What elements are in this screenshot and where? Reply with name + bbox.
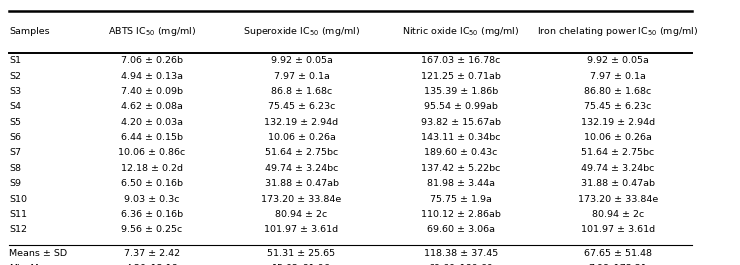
Text: 110.12 ± 2.86ab: 110.12 ± 2.86ab <box>421 210 500 219</box>
Text: 31.88 ± 0.47ab: 31.88 ± 0.47ab <box>265 179 338 188</box>
Text: 10.06 ± 0.26a: 10.06 ± 0.26a <box>584 133 652 142</box>
Text: 86.8 ± 1.68c: 86.8 ± 1.68c <box>271 87 332 96</box>
Text: 10.06 ± 0.86c: 10.06 ± 0.86c <box>118 148 185 157</box>
Text: 9.56 ± 0.25c: 9.56 ± 0.25c <box>121 225 182 234</box>
Text: Min–Max: Min–Max <box>9 264 50 265</box>
Text: Means ± SD: Means ± SD <box>9 249 67 258</box>
Text: 173.20 ± 33.84e: 173.20 ± 33.84e <box>578 195 658 204</box>
Text: 75.45 ± 6.23c: 75.45 ± 6.23c <box>268 102 335 111</box>
Text: S6: S6 <box>9 133 21 142</box>
Text: 69.60–189.60: 69.60–189.60 <box>428 264 493 265</box>
Text: S4: S4 <box>9 102 21 111</box>
Text: S2: S2 <box>9 72 21 81</box>
Text: S3: S3 <box>9 87 21 96</box>
Text: 118.38 ± 37.45: 118.38 ± 37.45 <box>423 249 498 258</box>
Text: 93.82 ± 15.67ab: 93.82 ± 15.67ab <box>420 118 501 127</box>
Text: S1: S1 <box>9 56 21 65</box>
Text: 51.64 ± 2.75bc: 51.64 ± 2.75bc <box>582 148 654 157</box>
Text: 137.42 ± 5.22bc: 137.42 ± 5.22bc <box>421 164 500 173</box>
Text: 132.19 ± 2.94d: 132.19 ± 2.94d <box>264 118 339 127</box>
Text: 75.45 ± 6.23c: 75.45 ± 6.23c <box>584 102 652 111</box>
Text: 67.65 ± 51.48: 67.65 ± 51.48 <box>584 249 652 258</box>
Text: 9.03 ± 0.3c: 9.03 ± 0.3c <box>124 195 180 204</box>
Text: 9.92 ± 0.05a: 9.92 ± 0.05a <box>271 56 332 65</box>
Text: 7.97 ± 0.1a: 7.97 ± 0.1a <box>590 72 646 81</box>
Text: 132.19 ± 2.94d: 132.19 ± 2.94d <box>581 118 655 127</box>
Text: 173.20 ± 33.84e: 173.20 ± 33.84e <box>261 195 342 204</box>
Text: 49.74 ± 3.24bc: 49.74 ± 3.24bc <box>581 164 655 173</box>
Text: 167.03 ± 16.78c: 167.03 ± 16.78c <box>421 56 500 65</box>
Text: 51.31 ± 25.65: 51.31 ± 25.65 <box>267 249 336 258</box>
Text: 101.97 ± 3.61d: 101.97 ± 3.61d <box>264 225 339 234</box>
Text: 86.80 ± 1.68c: 86.80 ± 1.68c <box>585 87 651 96</box>
Text: S9: S9 <box>9 179 21 188</box>
Text: 7.98–173.21: 7.98–173.21 <box>588 264 648 265</box>
Text: S10: S10 <box>9 195 27 204</box>
Text: 49.74 ± 3.24bc: 49.74 ± 3.24bc <box>265 164 338 173</box>
Text: S12: S12 <box>9 225 27 234</box>
Text: 135.39 ± 1.86b: 135.39 ± 1.86b <box>423 87 498 96</box>
Text: 121.25 ± 0.71ab: 121.25 ± 0.71ab <box>421 72 500 81</box>
Text: 69.60 ± 3.06a: 69.60 ± 3.06a <box>427 225 494 234</box>
Text: S11: S11 <box>9 210 27 219</box>
Text: 9.92 ± 0.05a: 9.92 ± 0.05a <box>587 56 649 65</box>
Text: 4.94 ± 0.13a: 4.94 ± 0.13a <box>121 72 183 81</box>
Text: 101.97 ± 3.61d: 101.97 ± 3.61d <box>581 225 655 234</box>
Text: 6.44 ± 0.15b: 6.44 ± 0.15b <box>121 133 183 142</box>
Text: S5: S5 <box>9 118 21 127</box>
Text: 10.06 ± 0.26a: 10.06 ± 0.26a <box>268 133 335 142</box>
Text: 80.94 ± 2c: 80.94 ± 2c <box>275 210 328 219</box>
Text: 143.11 ± 0.34bc: 143.11 ± 0.34bc <box>421 133 500 142</box>
Text: 75.75 ± 1.9a: 75.75 ± 1.9a <box>430 195 491 204</box>
Text: 12.18 ± 0.2d: 12.18 ± 0.2d <box>121 164 183 173</box>
Text: 4.20 ± 0.03a: 4.20 ± 0.03a <box>121 118 183 127</box>
Text: 7.06 ± 0.26b: 7.06 ± 0.26b <box>121 56 183 65</box>
Text: S7: S7 <box>9 148 21 157</box>
Text: S8: S8 <box>9 164 21 173</box>
Text: 51.64 ± 2.75bc: 51.64 ± 2.75bc <box>265 148 338 157</box>
Text: Superoxide IC$_{50}$ (mg/ml): Superoxide IC$_{50}$ (mg/ml) <box>243 25 360 38</box>
Text: ABTS IC$_{50}$ (mg/ml): ABTS IC$_{50}$ (mg/ml) <box>107 25 196 38</box>
Text: 6.50 ± 0.16b: 6.50 ± 0.16b <box>121 179 183 188</box>
Text: Nitric oxide IC$_{50}$ (mg/ml): Nitric oxide IC$_{50}$ (mg/ml) <box>402 25 519 38</box>
Text: 80.94 ± 2c: 80.94 ± 2c <box>592 210 644 219</box>
Text: 81.98 ± 3.44a: 81.98 ± 3.44a <box>427 179 494 188</box>
Text: 15.02–81.96: 15.02–81.96 <box>272 264 331 265</box>
Text: 31.88 ± 0.47ab: 31.88 ± 0.47ab <box>581 179 655 188</box>
Text: 4.20–12.18: 4.20–12.18 <box>125 264 178 265</box>
Text: 7.97 ± 0.1a: 7.97 ± 0.1a <box>274 72 329 81</box>
Text: 7.40 ± 0.09b: 7.40 ± 0.09b <box>121 87 183 96</box>
Text: Iron chelating power IC$_{50}$ (mg/ml): Iron chelating power IC$_{50}$ (mg/ml) <box>537 25 699 38</box>
Text: 6.36 ± 0.16b: 6.36 ± 0.16b <box>121 210 183 219</box>
Text: 189.60 ± 0.43c: 189.60 ± 0.43c <box>424 148 497 157</box>
Text: Samples: Samples <box>9 27 50 36</box>
Text: 4.62 ± 0.08a: 4.62 ± 0.08a <box>121 102 183 111</box>
Text: 95.54 ± 0.99ab: 95.54 ± 0.99ab <box>424 102 497 111</box>
Text: 7.37 ± 2.42: 7.37 ± 2.42 <box>124 249 180 258</box>
